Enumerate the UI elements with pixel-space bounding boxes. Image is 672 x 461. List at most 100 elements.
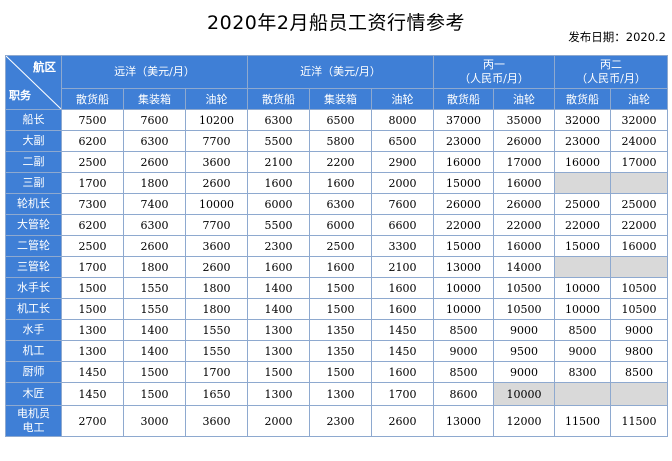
wage-cell: 2600 <box>123 151 186 173</box>
publish-date: 发布日期：2020.2 <box>568 30 666 44</box>
wage-cell: 1600 <box>309 172 373 194</box>
wage-cell: 2300 <box>309 405 373 437</box>
row-header-role: 船长 <box>5 109 62 131</box>
wage-cell: 1300 <box>309 382 373 406</box>
wage-cell: 3000 <box>123 405 186 437</box>
wage-cell: 1500 <box>61 277 124 299</box>
row-header-role: 二副 <box>5 151 62 173</box>
wage-cell: 1550 <box>184 319 249 341</box>
wage-cell: 10500 <box>610 298 669 320</box>
empty-cell: 10000 <box>493 382 556 406</box>
wage-cell: 7700 <box>184 130 249 152</box>
wage-cell: 10500 <box>610 277 669 299</box>
wage-cell: 15000 <box>433 235 495 257</box>
wage-cell: 11500 <box>554 405 612 437</box>
wage-cell: 2500 <box>61 151 124 173</box>
table-row: 水手长 1500 1550 1800 1400 1500 1600 10000 10500 100… <box>5 277 669 299</box>
wage-cell: 9000 <box>493 361 556 383</box>
wage-cell: 6500 <box>371 130 435 152</box>
group-header-c1-label: 丙一 （人民币/月） <box>459 58 529 85</box>
table-row: 大管轮 6200 6300 7700 5500 6000 6600 22000 22000 220… <box>5 214 669 236</box>
wage-cell: 2600 <box>371 405 435 437</box>
subheader-cell: 散货船 <box>61 88 124 110</box>
subheader-cell: 油轮 <box>184 88 249 110</box>
wage-cell: 1600 <box>309 256 373 278</box>
wage-cell: 8500 <box>610 361 669 383</box>
wage-cell: 1500 <box>123 382 186 406</box>
row-header-role: 机工 <box>5 340 62 362</box>
wage-cell: 7300 <box>61 193 124 215</box>
wage-cell: 1400 <box>247 298 311 320</box>
group-header-ocean: 远洋（美元/月） <box>60 55 249 89</box>
wage-cell: 6300 <box>123 130 186 152</box>
wage-cell: 1700 <box>371 382 435 406</box>
table-row: 三副 1700 1800 2600 1600 1600 2000 15000 16000 <box>5 172 669 194</box>
wage-cell: 1450 <box>371 340 435 362</box>
wage-cell: 2600 <box>184 172 249 194</box>
wage-cell: 6000 <box>247 193 311 215</box>
wage-cell: 8000 <box>371 109 435 131</box>
wage-cell: 2500 <box>309 235 373 257</box>
empty-cell <box>610 256 669 278</box>
wage-cell: 7600 <box>371 193 435 215</box>
wage-cell: 16000 <box>493 172 556 194</box>
wage-cell: 9500 <box>493 340 556 362</box>
wage-cell: 10000 <box>554 277 612 299</box>
wage-cell: 25000 <box>610 193 669 215</box>
group-header-c1: 丙一 （人民币/月） <box>433 55 556 89</box>
subheader-cell: 集装箱 <box>123 88 186 110</box>
wage-cell: 16000 <box>554 151 612 173</box>
table-row: 水手 1300 1400 1550 1300 1350 1450 8500 9000 8500 90… <box>5 319 669 341</box>
row-header-role: 水手长 <box>5 277 62 299</box>
table-row: 厨师 1450 1500 1700 1500 1500 1600 8500 9000 8300 85… <box>5 361 669 383</box>
row-header-role: 三副 <box>5 172 62 194</box>
wage-cell: 6500 <box>309 109 373 131</box>
wage-cell: 13000 <box>433 256 495 278</box>
subheader-cell: 散货船 <box>247 88 311 110</box>
wage-cell: 15000 <box>554 235 612 257</box>
wage-cell: 17000 <box>493 151 556 173</box>
wage-cell: 16000 <box>493 235 556 257</box>
wage-cell: 1450 <box>61 382 124 406</box>
wage-cell: 8500 <box>433 361 495 383</box>
wage-cell: 3300 <box>371 235 435 257</box>
wage-cell: 10000 <box>184 193 249 215</box>
wage-cell: 6200 <box>61 130 124 152</box>
table-row: 大副 6200 6300 7700 5500 5800 6500 23000 26000 2300… <box>5 130 669 152</box>
wage-cell: 26000 <box>493 193 556 215</box>
row-header-role: 水手 <box>5 319 62 341</box>
subheader-cell: 油轮 <box>493 88 556 110</box>
wage-cell: 6000 <box>309 214 373 236</box>
wage-cell: 9000 <box>433 340 495 362</box>
wage-cell: 8500 <box>433 319 495 341</box>
wage-cell: 1350 <box>309 340 373 362</box>
wage-cell: 16000 <box>433 151 495 173</box>
wage-cell: 2100 <box>247 151 311 173</box>
row-header-role: 木匠 <box>5 382 62 406</box>
wage-cell: 2000 <box>371 172 435 194</box>
subheader-cell: 集装箱 <box>309 88 373 110</box>
group-header-c2-label: 丙二 （人民币/月） <box>576 58 646 85</box>
row-header-role: 三管轮 <box>5 256 62 278</box>
wage-cell: 6300 <box>123 214 186 236</box>
wage-cell: 32000 <box>554 109 612 131</box>
wage-cell: 1500 <box>309 277 373 299</box>
wage-cell: 9000 <box>554 340 612 362</box>
table-row: 木匠 1450 1500 1650 1300 1300 1700 8600 10000 <box>5 382 669 406</box>
row-header-role: 轮机长 <box>5 193 62 215</box>
wage-cell: 1650 <box>184 382 249 406</box>
wage-cell: 25000 <box>554 193 612 215</box>
wage-cell: 2700 <box>61 405 124 437</box>
wage-cell: 2300 <box>247 235 311 257</box>
wage-cell: 1500 <box>247 361 311 383</box>
wage-cell: 10000 <box>433 298 495 320</box>
wage-cell: 17000 <box>610 151 669 173</box>
wage-cell: 1550 <box>184 340 249 362</box>
wage-cell: 1500 <box>123 361 186 383</box>
table-row: 机工 1300 1400 1550 1300 1350 1450 9000 9500 9000 98… <box>5 340 669 362</box>
wage-cell: 1600 <box>247 256 311 278</box>
wage-cell: 6300 <box>309 193 373 215</box>
wage-cell: 7400 <box>123 193 186 215</box>
table-body: 船长 7500 7600 10200 6300 6500 8000 37000 35000 320… <box>5 109 669 437</box>
row-header-role: 大副 <box>5 130 62 152</box>
